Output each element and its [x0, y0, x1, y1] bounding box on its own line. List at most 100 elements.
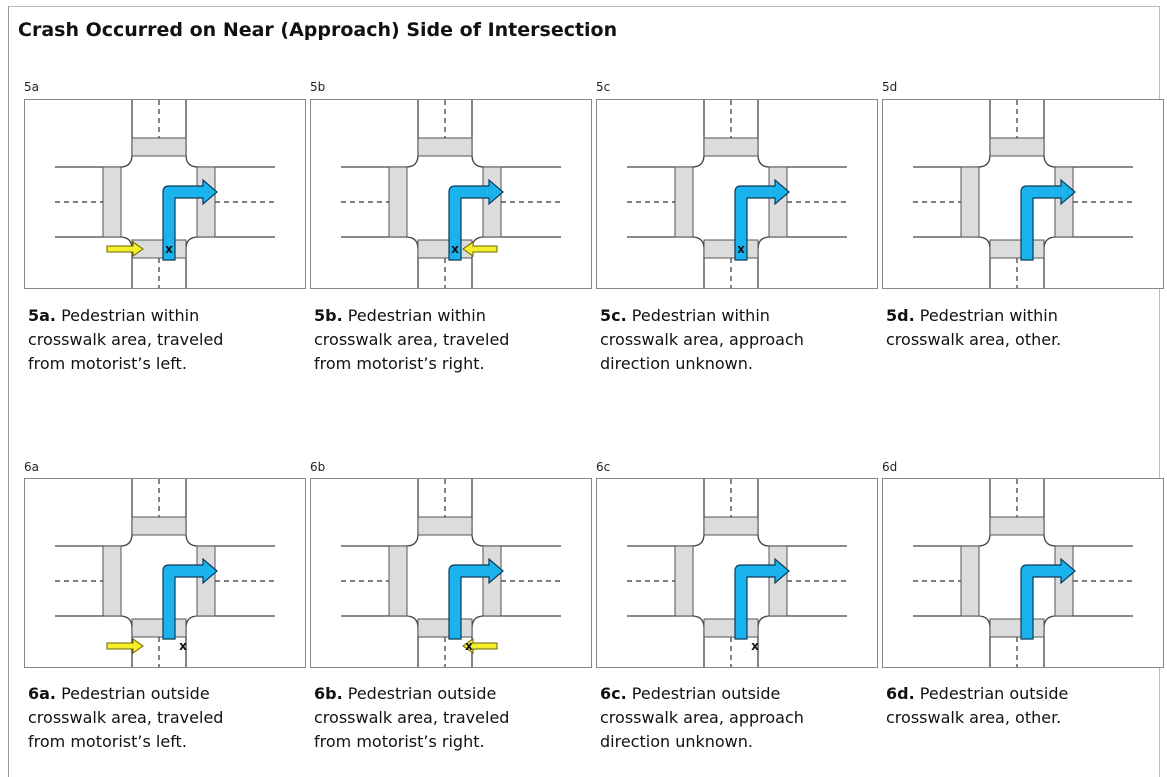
road-edge	[185, 615, 275, 667]
road-edge	[55, 236, 133, 288]
road-edge	[471, 615, 561, 667]
crosswalk	[131, 516, 187, 536]
caption-text: Pedestrian outside crosswalk area, other…	[886, 684, 1069, 727]
road-edge	[913, 615, 991, 667]
crash-marker: x	[465, 639, 473, 653]
crosswalk	[989, 516, 1045, 536]
crosswalk	[703, 618, 759, 638]
caption-text: Pedestrian within crosswalk area, travel…	[28, 306, 224, 373]
intersection-diagram: x	[341, 100, 561, 288]
road-edge	[913, 100, 991, 168]
vehicle-arrow	[734, 178, 790, 261]
diagram-box: x	[310, 478, 592, 668]
vehicle-arrow	[162, 178, 218, 261]
crosswalk	[388, 166, 408, 238]
pedestrian-arrow	[106, 241, 144, 257]
caption: 5d. Pedestrian within crosswalk area, ot…	[886, 304, 1114, 352]
vehicle-arrow	[448, 178, 504, 261]
road-edge	[1043, 479, 1133, 547]
vehicle-arrow	[734, 557, 790, 640]
crosswalk	[989, 618, 1045, 638]
caption-text: Pedestrian outside crosswalk area, appro…	[600, 684, 804, 751]
road-edge	[1043, 615, 1133, 667]
caption: 6c. Pedestrian outside crosswalk area, a…	[600, 682, 828, 754]
road-edge	[55, 100, 133, 168]
intersection-diagram: x	[55, 479, 275, 667]
panel-label: 6c	[596, 460, 611, 474]
crosswalk	[960, 166, 980, 238]
caption-id: 6d.	[886, 684, 915, 703]
caption-id: 5b.	[314, 306, 343, 325]
road-edge	[757, 615, 847, 667]
panel-label: 6d	[882, 460, 898, 474]
frame	[8, 6, 1160, 777]
intersection-diagram	[913, 479, 1133, 667]
road-edge	[757, 100, 847, 168]
diagram-box: x	[596, 99, 878, 289]
crash-marker: x	[451, 242, 459, 256]
pedestrian-arrow	[106, 638, 144, 654]
crosswalk	[674, 166, 694, 238]
diagram-box: x	[24, 478, 306, 668]
crosswalk	[417, 618, 473, 638]
crosswalk	[703, 516, 759, 536]
intersection-diagram: x	[55, 100, 275, 288]
road-edge	[627, 615, 705, 667]
road-edge	[185, 236, 275, 288]
caption-text: Pedestrian outside crosswalk area, trave…	[314, 684, 510, 751]
road-edge	[1043, 100, 1133, 168]
caption-text: Pedestrian within crosswalk area, travel…	[314, 306, 510, 373]
road-edge	[627, 236, 705, 288]
intersection-diagram	[913, 100, 1133, 288]
diagram-box: x	[24, 99, 306, 289]
crash-marker: x	[737, 242, 745, 256]
road-edge	[185, 479, 275, 547]
road-edge	[757, 479, 847, 547]
crosswalk	[703, 137, 759, 157]
road-edge	[1043, 236, 1133, 288]
crosswalk	[960, 545, 980, 617]
road-edge	[627, 479, 705, 547]
crash-marker: x	[165, 242, 173, 256]
crosswalk	[102, 166, 122, 238]
pedestrian-arrow	[462, 241, 498, 257]
panel-label: 6a	[24, 460, 39, 474]
caption: 5c. Pedestrian within crosswalk area, ap…	[600, 304, 828, 376]
crash-marker: x	[751, 639, 759, 653]
crosswalk	[102, 545, 122, 617]
caption-text: Pedestrian outside crosswalk area, trave…	[28, 684, 224, 751]
road-edge	[471, 479, 561, 547]
caption: 5b. Pedestrian within crosswalk area, tr…	[314, 304, 542, 376]
crosswalk	[131, 618, 187, 638]
crash-marker: x	[179, 639, 187, 653]
road-edge	[185, 100, 275, 168]
vehicle-arrow	[448, 557, 504, 640]
crosswalk	[131, 137, 187, 157]
crosswalk	[417, 137, 473, 157]
crosswalk	[989, 137, 1045, 157]
road-edge	[627, 100, 705, 168]
diagram-box: x	[310, 99, 592, 289]
caption-id: 6c.	[600, 684, 627, 703]
caption-id: 5a.	[28, 306, 57, 325]
diagram-box	[882, 99, 1164, 289]
panel-label: 5b	[310, 80, 326, 94]
crosswalk	[417, 516, 473, 536]
caption-text: Pedestrian within crosswalk area, other.	[886, 306, 1062, 349]
intersection-diagram: x	[341, 479, 561, 667]
road-edge	[341, 236, 419, 288]
road-edge	[341, 615, 419, 667]
road-edge	[913, 236, 991, 288]
vehicle-arrow	[1020, 557, 1076, 640]
caption-id: 5c.	[600, 306, 627, 325]
crosswalk	[989, 239, 1045, 259]
vehicle-arrow	[1020, 178, 1076, 261]
road-edge	[55, 479, 133, 547]
intersection-diagram: x	[627, 479, 847, 667]
panel-label: 5c	[596, 80, 611, 94]
road-edge	[471, 236, 561, 288]
caption-text: Pedestrian within crosswalk area, approa…	[600, 306, 804, 373]
panel-label: 5a	[24, 80, 39, 94]
diagram-box	[882, 478, 1164, 668]
